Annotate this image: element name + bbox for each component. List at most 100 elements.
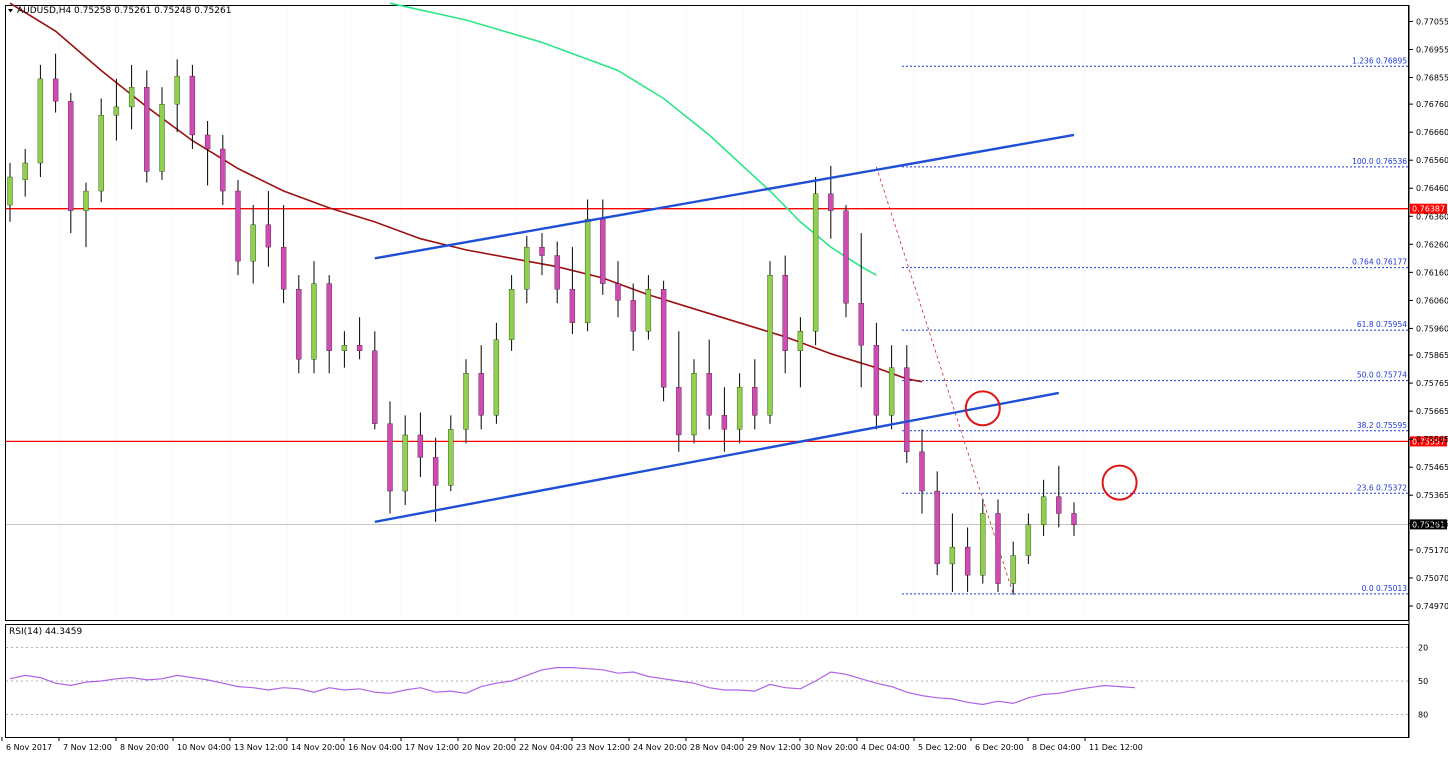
candle (980, 499, 986, 584)
candle-body (660, 289, 667, 388)
level-price-label: 0.75557 (1412, 437, 1445, 446)
fib-level-label: 61.8 0.75954 (1357, 320, 1407, 329)
price-tick-label: 0.75665 (1416, 407, 1448, 416)
current-price-badge (1410, 519, 1447, 530)
highlight-circle (1101, 464, 1138, 501)
candle (37, 64, 44, 178)
price-tick-label: 0.75365 (1416, 491, 1448, 500)
candle (159, 87, 165, 180)
candle-body (919, 451, 925, 492)
candle-body (22, 162, 28, 180)
time-tick-label: 10 Nov 04:00 (177, 743, 231, 752)
candle-body (83, 190, 89, 211)
candle (721, 387, 728, 452)
candle (630, 283, 636, 351)
candle-body (524, 246, 530, 290)
candle (964, 527, 971, 592)
price-tick-label: 0.76760 (1416, 100, 1448, 109)
candle (402, 415, 408, 506)
price-tick-label: 0.76160 (1416, 268, 1448, 277)
rsi-level-label: 50 (1418, 677, 1428, 686)
candle (463, 359, 469, 444)
time-tick-label: 6 Dec 20:00 (975, 743, 1024, 752)
candle-body (402, 434, 408, 492)
candle-body (356, 345, 363, 351)
candle (873, 322, 880, 430)
candle-body (736, 387, 743, 430)
time-tick-label: 14 Nov 20:00 (291, 743, 345, 752)
triangle-down-icon[interactable] (8, 9, 13, 13)
fib-level-label: 1.236 0.76895 (1352, 56, 1407, 65)
time-tick-label: 16 Nov 04:00 (348, 743, 402, 752)
candle (843, 205, 849, 318)
candle-body (113, 106, 120, 116)
time-tick-label: 28 Nov 04:00 (690, 743, 744, 752)
candle-body (934, 490, 940, 565)
candle (98, 98, 104, 203)
rsi-title: RSI(14) 44.3459 (9, 627, 82, 637)
rsi-panel: 80 50 20 (6, 643, 1428, 720)
candle-body (752, 387, 758, 416)
candle-body (372, 350, 378, 424)
trendline[interactable] (374, 391, 1060, 524)
fib-level-label: 23.6 0.75372 (1357, 483, 1407, 492)
candle (311, 261, 317, 374)
candle-body (387, 423, 393, 492)
price-tick-label: 0.76660 (1416, 128, 1448, 137)
candle (676, 331, 682, 452)
price-tick-label: 0.75765 (1416, 379, 1448, 388)
trendline[interactable] (374, 133, 1075, 260)
candle-body (98, 115, 104, 192)
rsi-level-label: 80 (1418, 711, 1428, 720)
rsi-level-label: 20 (1418, 643, 1428, 652)
candle (1040, 479, 1047, 536)
trendlines[interactable] (374, 133, 1075, 524)
current-price-label: 0.75261 (1412, 520, 1445, 529)
price-tick-label: 0.75265 (1416, 519, 1448, 528)
candle (569, 247, 576, 335)
price-tick-label: 0.76460 (1416, 184, 1448, 193)
level-price-badge (1410, 436, 1447, 447)
candle-body (7, 176, 13, 206)
candle-body (843, 210, 849, 304)
candle (797, 317, 804, 388)
highlight-circle (964, 390, 1001, 427)
candle-body (539, 246, 545, 256)
price-tick-label: 0.75070 (1416, 574, 1448, 583)
candle (493, 322, 500, 424)
candle (189, 64, 196, 149)
candle (341, 331, 348, 368)
candle (372, 331, 378, 430)
candle-body (676, 387, 682, 436)
candle (83, 182, 89, 248)
candle (1071, 502, 1077, 536)
time-tick-label: 8 Nov 20:00 (120, 743, 169, 752)
candle (7, 163, 13, 222)
candle (919, 429, 925, 514)
fib-level-label: 100.0 0.76536 (1352, 157, 1407, 166)
moving-averages (9, 2, 923, 383)
candle (554, 241, 560, 304)
candle-body (888, 367, 895, 416)
candle-body (478, 373, 484, 416)
candle-body (52, 78, 59, 102)
candle (1025, 513, 1032, 564)
candle-body (250, 224, 256, 262)
price-tick-label: 0.76060 (1416, 296, 1448, 305)
price-tick-label: 0.76360 (1416, 212, 1448, 221)
level-price-badge (1410, 203, 1447, 214)
candle (706, 339, 712, 430)
candle-body (280, 246, 287, 290)
candle (1010, 541, 1016, 595)
candle (204, 120, 211, 186)
time-tick-label: 22 Nov 04:00 (519, 743, 573, 752)
candle-body (812, 193, 819, 332)
candle (508, 275, 515, 351)
fib-level-label: 50.0 0.75774 (1357, 371, 1407, 380)
candle-body (691, 373, 697, 436)
moving-average-green (389, 2, 877, 276)
candle-body (1010, 555, 1016, 584)
fib-level-label: 38.2 0.75595 (1357, 421, 1407, 430)
